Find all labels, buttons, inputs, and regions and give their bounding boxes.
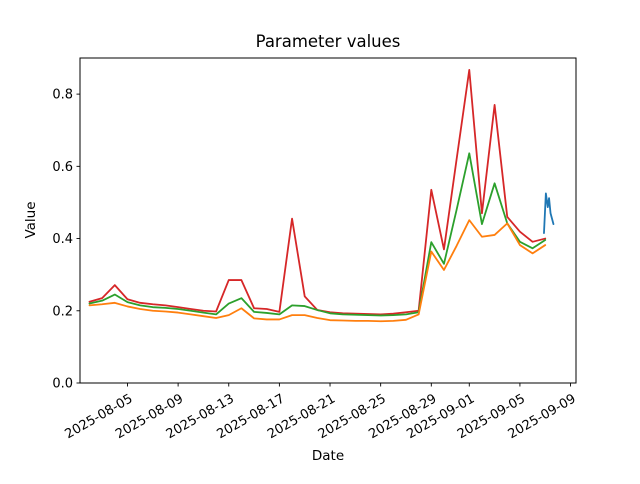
y-tick-label: 0.0 xyxy=(52,377,73,392)
chart-title: Parameter values xyxy=(256,32,401,51)
series-green-line xyxy=(88,152,547,317)
y-tick-label: 0.2 xyxy=(52,304,73,319)
axes-frame xyxy=(79,57,577,384)
x-axis-label: Date xyxy=(312,448,344,464)
y-tick-label: 0.4 xyxy=(52,232,73,247)
plot-area: 0.00.20.40.60.82025-08-052025-08-092025-… xyxy=(52,57,579,442)
series-orange-line xyxy=(88,219,547,323)
y-tick-label: 0.6 xyxy=(52,160,73,175)
y-tick-label: 0.8 xyxy=(52,88,73,103)
series-blue-line xyxy=(543,192,555,235)
y-axis-label: Value xyxy=(23,201,39,238)
